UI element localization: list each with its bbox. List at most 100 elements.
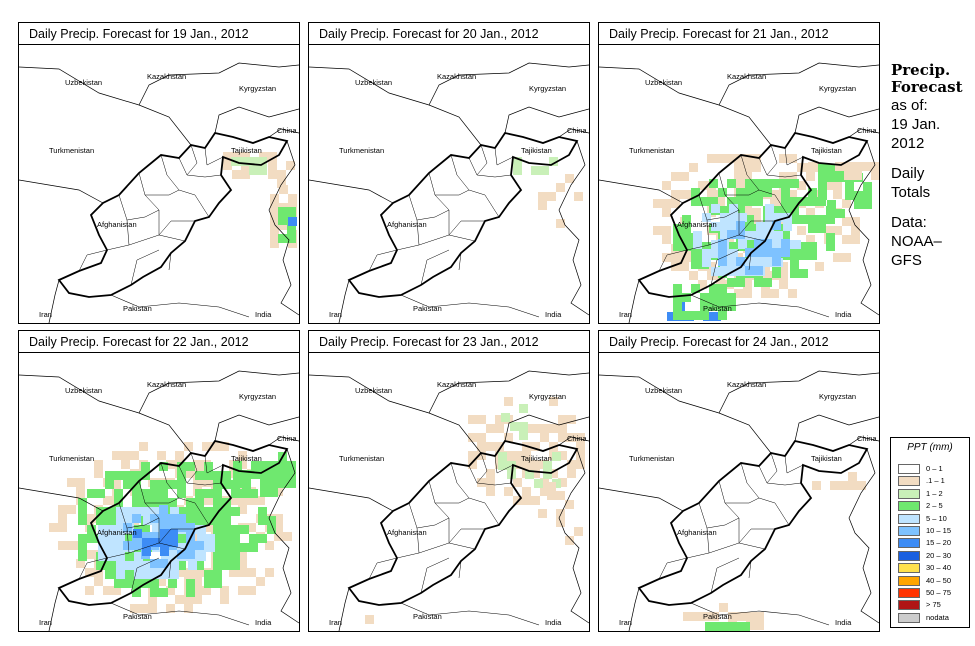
precip-cell [259, 152, 268, 161]
legend-swatch [898, 550, 920, 561]
caption-data-source-1: NOAA– [891, 233, 942, 250]
precip-cell [738, 267, 747, 276]
precip-cell [754, 179, 763, 188]
precip-cell [87, 489, 96, 498]
precip-cell [238, 586, 247, 595]
precip-cell [486, 442, 495, 451]
precip-cell [734, 172, 743, 181]
precip-cell [204, 471, 213, 480]
precip-cell [159, 498, 168, 507]
precip-cell [747, 231, 756, 240]
precip-cell [558, 433, 567, 442]
country-label-afghanistan: Afghanistan [387, 528, 427, 537]
country-label-india: India [835, 310, 852, 319]
precip-cell [170, 552, 179, 561]
legend-label: > 75 [926, 600, 941, 610]
precip-cell [132, 471, 141, 480]
precip-cell [662, 235, 671, 244]
precip-cell [567, 415, 576, 424]
precip-cell [790, 260, 799, 269]
precip-cell [279, 185, 288, 194]
precip-cell [125, 507, 134, 516]
precip-cell [746, 612, 755, 621]
precip-cell [682, 215, 691, 224]
precip-cell [736, 206, 745, 215]
country-label-uzbekistan: Uzbekistan [65, 78, 102, 87]
precip-cell [719, 603, 728, 612]
country-label-iran: Iran [619, 310, 632, 319]
precip-cell [830, 481, 839, 490]
precip-cell [531, 442, 540, 451]
precip-cell [683, 612, 692, 621]
country-label-afghanistan: Afghanistan [387, 220, 427, 229]
precip-map: Uzbekistan Kazakhstan Kyrgyzstan China Turkm… [309, 62, 589, 323]
legend-item: .1 – 1 [898, 476, 968, 487]
country-label-turkmenistan: Turkmenistan [629, 454, 674, 463]
caption-data-label: Data: [891, 214, 927, 231]
precip-cell [123, 570, 132, 579]
precip-cell [238, 460, 247, 469]
precip-cell [132, 541, 141, 550]
precip-cell [231, 552, 240, 561]
precip-cell [193, 568, 202, 577]
precip-cell [844, 171, 853, 180]
precip-cell [85, 550, 94, 559]
precip-cell [468, 451, 477, 460]
precip-cell [220, 586, 229, 595]
precip-cell [270, 230, 279, 239]
precip-cell [720, 267, 729, 276]
precip-cell [94, 460, 103, 469]
precip-cell [231, 561, 240, 570]
precip-cell [718, 188, 727, 197]
precip-cell [540, 166, 549, 175]
precip-cell [232, 152, 241, 161]
precip-cell [833, 181, 842, 190]
precip-cell [222, 552, 231, 561]
country-label-india: India [545, 618, 562, 627]
legend-item: 30 – 40 [898, 563, 968, 574]
precip-cell [177, 550, 186, 559]
precip-cell [105, 471, 114, 480]
country-label-kazakhstan: Kazakhstan [147, 72, 186, 81]
precip-cell [673, 311, 682, 320]
precip-cell [863, 200, 872, 209]
precip-cell [691, 197, 700, 206]
precip-cell [286, 161, 295, 170]
precip-cell [269, 479, 278, 488]
precip-cell [193, 595, 202, 604]
precip-cell [709, 293, 718, 302]
precip-cell [799, 215, 808, 224]
precip-cell [114, 471, 123, 480]
precip-cell [700, 311, 709, 320]
precip-cell [504, 433, 513, 442]
precip-cell [781, 188, 790, 197]
precip-cell [277, 179, 286, 188]
precip-cell [213, 561, 222, 570]
precip-cell [233, 470, 242, 479]
precip-cells [513, 157, 583, 228]
precip-cell [270, 203, 279, 212]
precip-cell [691, 260, 700, 269]
forecast-panel-23-jan: Daily Precip. Forecast for 23 Jan., 2012… [308, 330, 590, 632]
precip-cell [123, 523, 132, 532]
precip-cell [94, 577, 103, 586]
precip-cell [836, 173, 845, 182]
precip-cell [238, 496, 247, 505]
precip-cell [160, 538, 169, 547]
precip-cell [141, 498, 150, 507]
precip-cell [727, 293, 736, 302]
precip-cell [691, 284, 700, 293]
precip-cell [826, 215, 835, 224]
precip-cell [734, 163, 743, 172]
precip-cell [871, 162, 879, 171]
precip-cell [671, 190, 680, 199]
precip-cell [87, 534, 96, 543]
precip-cell [67, 478, 76, 487]
precip-cell [531, 469, 540, 478]
precip-cell [142, 547, 151, 556]
caption-totals: Totals [891, 184, 931, 201]
country-label-uzbekistan: Uzbekistan [355, 78, 392, 87]
precip-cell [531, 460, 540, 469]
precip-cell [725, 235, 734, 244]
precip-cell [197, 552, 206, 561]
